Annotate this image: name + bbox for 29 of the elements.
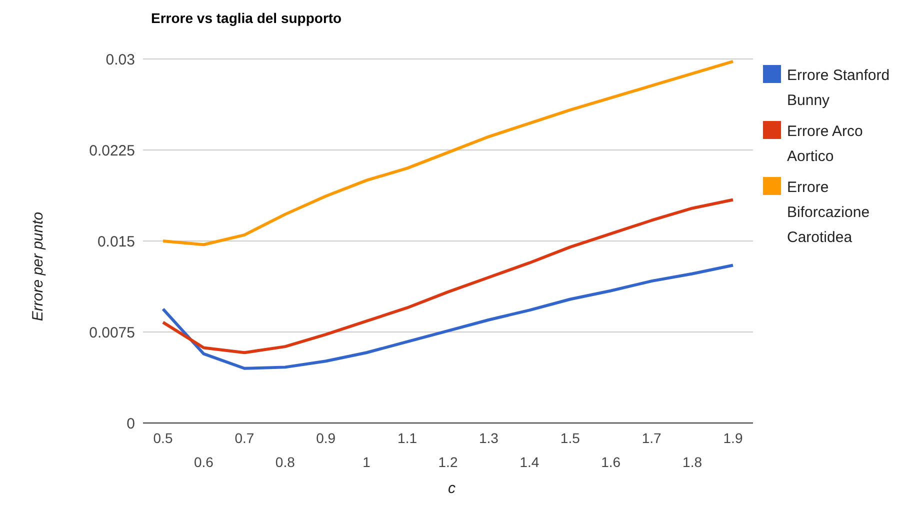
x-tick-label: 1.6	[601, 454, 621, 470]
x-tick-label: 0.6	[194, 454, 214, 470]
legend-label: Errore Biforcazione Carotidea	[787, 178, 871, 248]
line-series	[162, 60, 734, 246]
y-axis-title: Errore per punto	[30, 210, 46, 324]
x-tick-label: 1.1	[398, 430, 418, 446]
x-tick-label: 1.2	[438, 454, 458, 470]
x-tick-label: 1.8	[682, 454, 702, 470]
line-series	[162, 264, 734, 370]
legend-label: Errore Stanford Bunny	[787, 66, 891, 111]
y-tick-label: 0	[126, 415, 135, 432]
x-tick-label: 1.3	[478, 430, 499, 446]
x-tick-label: 1.9	[723, 430, 743, 446]
y-tick-label: 0.03	[106, 51, 135, 68]
line-series	[162, 198, 734, 354]
x-tick-label: 1.5	[560, 430, 580, 446]
y-tick-label: 0.0225	[89, 142, 135, 160]
legend-label: Errore Arco Aortico	[787, 122, 864, 167]
x-axis-title: c	[448, 480, 456, 497]
x-tick-label: 1.4	[520, 454, 540, 470]
x-tick-label: 0.8	[275, 454, 296, 470]
chart-title: Errore vs taglia del supporto	[151, 10, 342, 26]
y-tick-label: 0.015	[97, 233, 135, 250]
x-tick-label: 1.7	[642, 430, 662, 446]
x-tick-label: 0.9	[316, 430, 336, 446]
y-tick-label: 0.0075	[89, 324, 135, 342]
x-tick-label: 0.7	[234, 430, 254, 446]
x-tick-label: 0.5	[153, 430, 173, 446]
x-tick-label: 1	[362, 454, 371, 470]
